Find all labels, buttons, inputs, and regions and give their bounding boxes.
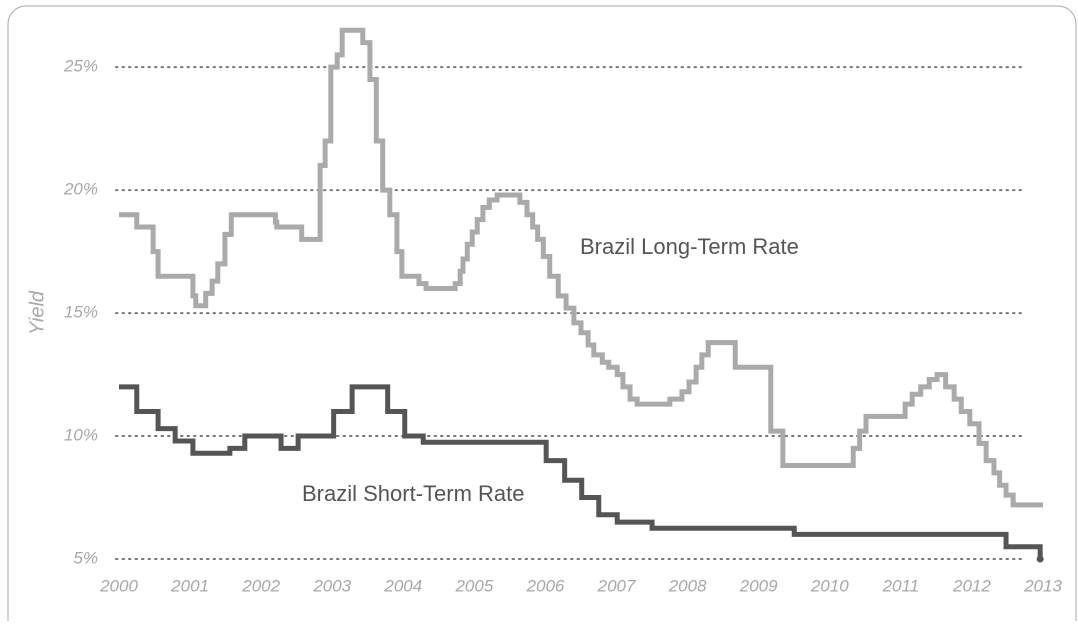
x-tick-label: 2011	[882, 576, 920, 595]
y-tick-label: 10%	[64, 426, 98, 445]
y-tick-label: 25%	[63, 57, 98, 76]
series-line	[119, 27, 1043, 508]
end-dot	[1036, 555, 1044, 563]
series-label: Brazil Long-Term Rate	[580, 234, 799, 259]
y-axis-label: Yield	[26, 290, 48, 335]
x-tick-label: 2004	[383, 576, 422, 595]
x-tick-label: 2006	[526, 576, 565, 595]
y-tick-label: 15%	[64, 303, 98, 322]
series-label: Brazil Short-Term Rate	[302, 481, 525, 506]
x-tick-label: 2008	[668, 576, 707, 595]
frame	[7, 5, 1077, 626]
series-line	[119, 384, 1043, 559]
x-tick-label: 2001	[170, 576, 209, 595]
x-tick-label: 2012	[952, 576, 991, 595]
x-tick-label: 2007	[597, 576, 636, 595]
x-tick-label: 2003	[312, 576, 351, 595]
x-tick-label: 2010	[810, 576, 849, 595]
x-tick-label: 2000	[99, 576, 138, 595]
y-tick-label: 20%	[63, 180, 98, 199]
y-tick-label: 5%	[73, 548, 98, 567]
x-tick-label: 2005	[454, 576, 493, 595]
x-tick-label: 2013	[1023, 576, 1062, 595]
x-tick-label: 2002	[241, 576, 280, 595]
x-tick-label: 2009	[739, 576, 778, 595]
